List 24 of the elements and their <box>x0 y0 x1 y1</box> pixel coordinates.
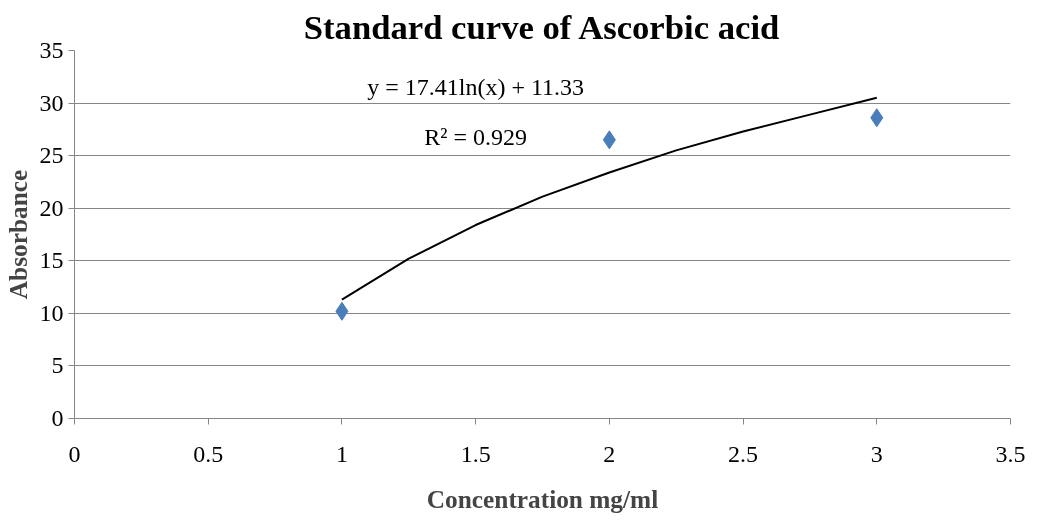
y-tick-label: 20 <box>39 194 64 221</box>
x-tick-label: 0.5 <box>193 440 224 467</box>
point <box>335 301 349 321</box>
y-axis-title: Absorbance <box>3 169 32 300</box>
x-tick-label: 3.5 <box>995 440 1026 467</box>
x-tick-label: 3 <box>870 440 883 467</box>
x-tick-label: 1.5 <box>460 440 491 467</box>
x-tick-label: 1 <box>335 440 348 467</box>
annotation: y = 17.41ln(x) + 11.33 <box>367 74 585 101</box>
y-tick-label: 35 <box>39 37 64 63</box>
chart-title: Standard curve of Ascorbic acid <box>303 7 780 46</box>
y-tick-label: 10 <box>39 299 64 326</box>
x-tick-label: 2 <box>603 440 616 467</box>
y-tick-label: 30 <box>39 89 64 116</box>
y-tick-label: 25 <box>39 142 64 169</box>
y-tick-label: 5 <box>51 352 64 379</box>
x-tick-label: 0 <box>68 440 81 467</box>
x-tick-label: 2.5 <box>728 440 759 467</box>
point <box>602 130 616 150</box>
annotation: R² = 0.929 <box>424 123 528 150</box>
x-axis-title: Concentration mg/ml <box>426 484 659 513</box>
y-tick-label: 0 <box>51 405 64 431</box>
point <box>870 108 884 128</box>
y-tick-label: 15 <box>39 247 64 274</box>
